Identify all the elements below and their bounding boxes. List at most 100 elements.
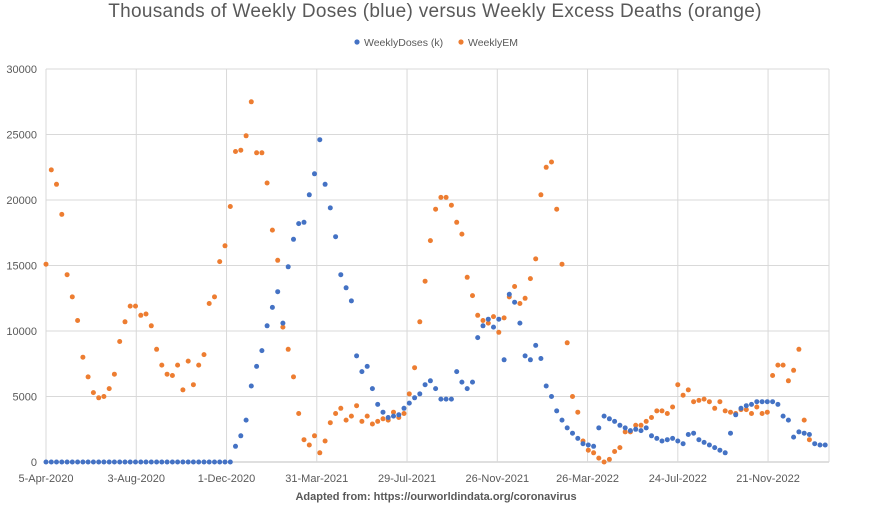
doses-point <box>570 430 575 436</box>
doses-point <box>580 441 586 447</box>
em-point <box>111 371 117 377</box>
em-point <box>706 399 712 405</box>
doses-point <box>680 441 686 447</box>
em-point <box>222 243 228 249</box>
doses-point <box>538 356 544 361</box>
doses-point <box>164 459 170 465</box>
em-point <box>75 318 81 323</box>
doses-point <box>596 425 602 431</box>
em-point <box>59 211 65 217</box>
doses-point <box>75 459 81 465</box>
doses-point <box>706 442 712 448</box>
em-point <box>728 409 733 415</box>
em-point <box>264 180 270 186</box>
doses-point <box>59 459 65 465</box>
doses-point <box>296 221 302 227</box>
doses-point <box>801 430 807 436</box>
x-tick-label: 26-Nov-2021 <box>465 473 529 485</box>
doses-point <box>101 459 107 465</box>
doses-point <box>301 219 307 225</box>
em-point <box>48 167 54 173</box>
em-point <box>54 181 59 187</box>
em-point <box>359 418 365 424</box>
doses-point <box>549 394 554 399</box>
em-point <box>106 386 112 392</box>
doses-point <box>728 430 733 436</box>
doses-point <box>722 450 728 456</box>
doses-point <box>575 435 581 441</box>
doses-point <box>406 400 412 406</box>
doses-point <box>343 285 349 291</box>
doses-point <box>812 441 818 447</box>
doses-point <box>169 459 175 465</box>
x-tick-label: 1-Dec-2020 <box>198 473 255 485</box>
em-point <box>185 358 191 364</box>
em-point <box>485 320 491 326</box>
em-point <box>749 411 754 416</box>
doses-point <box>522 353 528 359</box>
y-tick-label: 5000 <box>13 392 37 404</box>
doses-point <box>190 459 196 465</box>
doses-point <box>480 323 486 329</box>
em-point <box>685 387 691 393</box>
doses-point <box>54 459 59 465</box>
doses-point <box>401 405 407 411</box>
em-point <box>117 339 123 344</box>
em-point <box>633 422 639 428</box>
em-point <box>133 303 138 309</box>
doses-point <box>601 413 607 419</box>
em-point <box>549 159 554 165</box>
em-point <box>701 396 707 402</box>
em-point <box>596 455 602 461</box>
series-weekly-em <box>43 99 812 465</box>
em-point <box>43 261 49 267</box>
doses-point <box>312 171 317 177</box>
x-tick-label: 5-Apr-2020 <box>18 473 73 485</box>
doses-point <box>175 459 181 465</box>
em-point <box>564 340 570 346</box>
em-point <box>775 362 781 368</box>
doses-point <box>185 459 191 465</box>
doses-point <box>269 304 275 310</box>
doses-point <box>685 432 691 437</box>
doses-point <box>90 459 96 465</box>
x-axis-ticks: 5-Apr-2020 3-Aug-2020 1-Dec-2020 31-Mar-202… <box>18 473 799 485</box>
em-point <box>380 416 386 422</box>
doses-point <box>138 459 144 465</box>
doses-point <box>443 396 449 402</box>
em-point <box>691 399 697 405</box>
em-point <box>801 417 807 423</box>
doses-point <box>291 236 296 242</box>
doses-point <box>606 416 612 422</box>
doses-point <box>391 413 396 419</box>
em-point <box>85 374 91 380</box>
series-weekly-doses <box>43 137 828 465</box>
doses-point <box>364 363 370 369</box>
em-point <box>338 405 344 411</box>
em-point <box>559 261 565 267</box>
doses-point <box>327 205 333 211</box>
em-point <box>275 257 281 263</box>
em-point <box>680 392 686 398</box>
y-tick-label: 25000 <box>6 130 37 142</box>
em-point <box>591 450 597 456</box>
y-tick-label: 10000 <box>6 326 37 338</box>
em-point <box>422 278 428 284</box>
doses-point <box>617 422 623 428</box>
x-tick-label: 21-Nov-2022 <box>736 473 800 485</box>
em-point <box>212 294 217 300</box>
em-point <box>606 456 612 462</box>
doses-point <box>306 192 312 198</box>
em-point <box>238 147 244 153</box>
em-point <box>601 459 607 465</box>
em-point <box>291 374 296 380</box>
doses-point <box>385 415 391 420</box>
em-point <box>348 413 354 419</box>
em-point <box>675 382 681 388</box>
em-point <box>327 420 333 426</box>
doses-point <box>796 429 802 435</box>
x-tick-label: 29-Jul-2021 <box>378 473 436 485</box>
doses-point <box>354 353 360 359</box>
doses-point <box>333 234 339 240</box>
doses-point <box>69 459 75 465</box>
